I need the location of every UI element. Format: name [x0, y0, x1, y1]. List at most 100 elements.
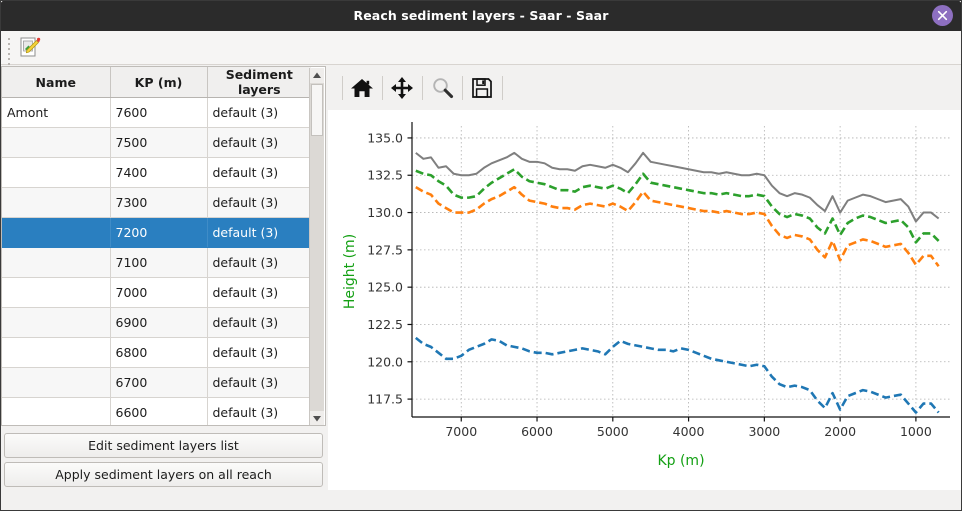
toolbar-drag-handle[interactable] — [6, 35, 12, 65]
toolbar-separator — [342, 76, 343, 100]
title-bar: Reach sediment layers - Saar - Saar — [0, 0, 962, 31]
table-vertical-scrollbar[interactable] — [309, 68, 324, 425]
application-toolbar — [0, 31, 962, 65]
row-cell-name[interactable] — [2, 247, 111, 278]
y-tick-label: 135.0 — [367, 130, 403, 145]
table-row[interactable]: 6900 default (3) — [2, 307, 311, 338]
chart-toolbar — [328, 65, 962, 110]
row-cell-name[interactable] — [2, 157, 111, 188]
row-cell-sediment[interactable]: default (3) — [207, 217, 311, 248]
row-cell-kp[interactable]: 7100 — [110, 247, 208, 278]
row-cell-kp[interactable]: 7500 — [110, 127, 208, 158]
row-cell-kp[interactable]: 7300 — [110, 187, 208, 218]
row-cell-kp[interactable]: 6600 — [110, 397, 208, 425]
pan-icon — [391, 77, 413, 99]
close-button[interactable] — [932, 5, 953, 26]
row-cell-name[interactable] — [2, 187, 111, 218]
data-series — [414, 151, 940, 414]
x-axis-label: Kp (m) — [657, 453, 704, 469]
row-cell-sediment[interactable]: default (3) — [207, 187, 311, 218]
column-header-kp[interactable]: KP (m) — [110, 67, 208, 98]
row-cell-name[interactable] — [2, 367, 111, 398]
y-tick-label: 130.0 — [367, 205, 403, 220]
axis-ticks: 117.5 120.0 122.5 125.0 127.5 130.0 132.5 135.0… — [367, 130, 932, 439]
chart-panel: 117.5 120.0 122.5 125.0 127.5 130.0 132.5 135.0… — [328, 65, 962, 490]
row-cell-sediment[interactable]: default (3) — [207, 277, 311, 308]
sediment-layers-table-container: Name KP (m) Sediment layers Amont 7600 def… — [1, 66, 326, 426]
table-row[interactable]: 7200 default (3) — [2, 217, 311, 248]
row-cell-name[interactable] — [2, 277, 111, 308]
row-cell-sediment[interactable]: default (3) — [207, 157, 311, 188]
chevron-down-icon — [313, 416, 321, 422]
table-row[interactable]: 6700 default (3) — [2, 367, 311, 398]
y-tick-label: 125.0 — [367, 280, 403, 295]
chart-canvas[interactable]: 117.5 120.0 122.5 125.0 127.5 130.0 132.5 135.0… — [328, 110, 962, 490]
row-cell-kp[interactable]: 7000 — [110, 277, 208, 308]
toolbar-separator — [462, 76, 463, 100]
row-cell-kp[interactable]: 6900 — [110, 307, 208, 338]
x-tick-label: 3000 — [748, 424, 780, 439]
window-title: Reach sediment layers - Saar - Saar — [353, 8, 609, 23]
row-cell-name[interactable] — [2, 217, 111, 248]
x-tick-label: 5000 — [597, 424, 629, 439]
table-row[interactable]: 6800 default (3) — [2, 337, 311, 368]
row-cell-sediment[interactable]: default (3) — [207, 397, 311, 425]
x-tick-label: 2000 — [824, 424, 856, 439]
chart-plot: 117.5 120.0 122.5 125.0 127.5 130.0 132.5 135.0… — [328, 110, 962, 490]
x-tick-label: 7000 — [445, 424, 477, 439]
table-body: Amont 7600 default (3) 7500 default (3) 7400 d… — [2, 97, 311, 425]
table-row[interactable]: 7000 default (3) — [2, 277, 311, 308]
y-tick-label: 117.5 — [367, 392, 403, 407]
series-line-top-surface — [415, 151, 940, 223]
column-header-name[interactable]: Name — [2, 67, 111, 98]
row-cell-sediment[interactable]: default (3) — [207, 367, 311, 398]
edit-sediment-layers-list-button[interactable]: Edit sediment layers list — [4, 433, 323, 458]
scrollbar-thumb[interactable] — [311, 84, 323, 136]
table-row[interactable]: 7300 default (3) — [2, 187, 311, 218]
y-tick-label: 122.5 — [367, 317, 403, 332]
home-icon — [351, 79, 373, 97]
table-row[interactable]: 7100 default (3) — [2, 247, 311, 278]
zoom-icon — [433, 78, 454, 99]
x-tick-label: 4000 — [673, 424, 705, 439]
table-row[interactable]: 6600 default (3) — [2, 397, 311, 425]
toolbar-separator — [502, 76, 503, 100]
table-row[interactable]: 7500 default (3) — [2, 127, 311, 158]
series-line-layer-3 — [415, 185, 940, 268]
row-cell-sediment[interactable]: default (3) — [207, 337, 311, 368]
edit-sediment-layers-button[interactable] — [14, 33, 44, 63]
scroll-down-button[interactable] — [310, 411, 324, 425]
row-cell-sediment[interactable]: default (3) — [207, 97, 311, 128]
x-tick-label: 1000 — [900, 424, 932, 439]
edit-sediment-layers-icon — [20, 37, 41, 57]
row-cell-name[interactable] — [2, 127, 111, 158]
scroll-up-button[interactable] — [310, 68, 324, 83]
chart-zoom-button[interactable] — [428, 74, 456, 102]
row-cell-name[interactable] — [2, 307, 111, 338]
row-cell-kp[interactable]: 7600 — [110, 97, 208, 128]
row-cell-sediment[interactable]: default (3) — [207, 127, 311, 158]
status-bar — [0, 490, 962, 511]
row-cell-sediment[interactable]: default (3) — [207, 307, 311, 338]
table-row[interactable]: Amont 7600 default (3) — [2, 97, 311, 128]
table-row[interactable]: 7400 default (3) — [2, 157, 311, 188]
row-cell-name[interactable] — [2, 397, 111, 425]
column-header-sediment-layers[interactable]: Sediment layers — [207, 67, 311, 98]
apply-sediment-layers-button[interactable]: Apply sediment layers on all reach — [4, 462, 323, 487]
chart-pan-button[interactable] — [388, 74, 416, 102]
toolbar-separator — [422, 76, 423, 100]
row-cell-kp[interactable]: 6700 — [110, 367, 208, 398]
chart-save-button[interactable] — [468, 74, 496, 102]
row-cell-name[interactable] — [2, 337, 111, 368]
toolbar-separator — [382, 76, 383, 100]
row-cell-kp[interactable]: 7200 — [110, 217, 208, 248]
row-cell-name[interactable]: Amont — [2, 97, 111, 128]
chart-home-button[interactable] — [348, 74, 376, 102]
row-cell-kp[interactable]: 6800 — [110, 337, 208, 368]
row-cell-sediment[interactable]: default (3) — [207, 247, 311, 278]
chevron-up-icon — [313, 72, 321, 78]
close-icon — [937, 10, 948, 21]
row-cell-kp[interactable]: 7400 — [110, 157, 208, 188]
x-tick-label: 6000 — [521, 424, 553, 439]
